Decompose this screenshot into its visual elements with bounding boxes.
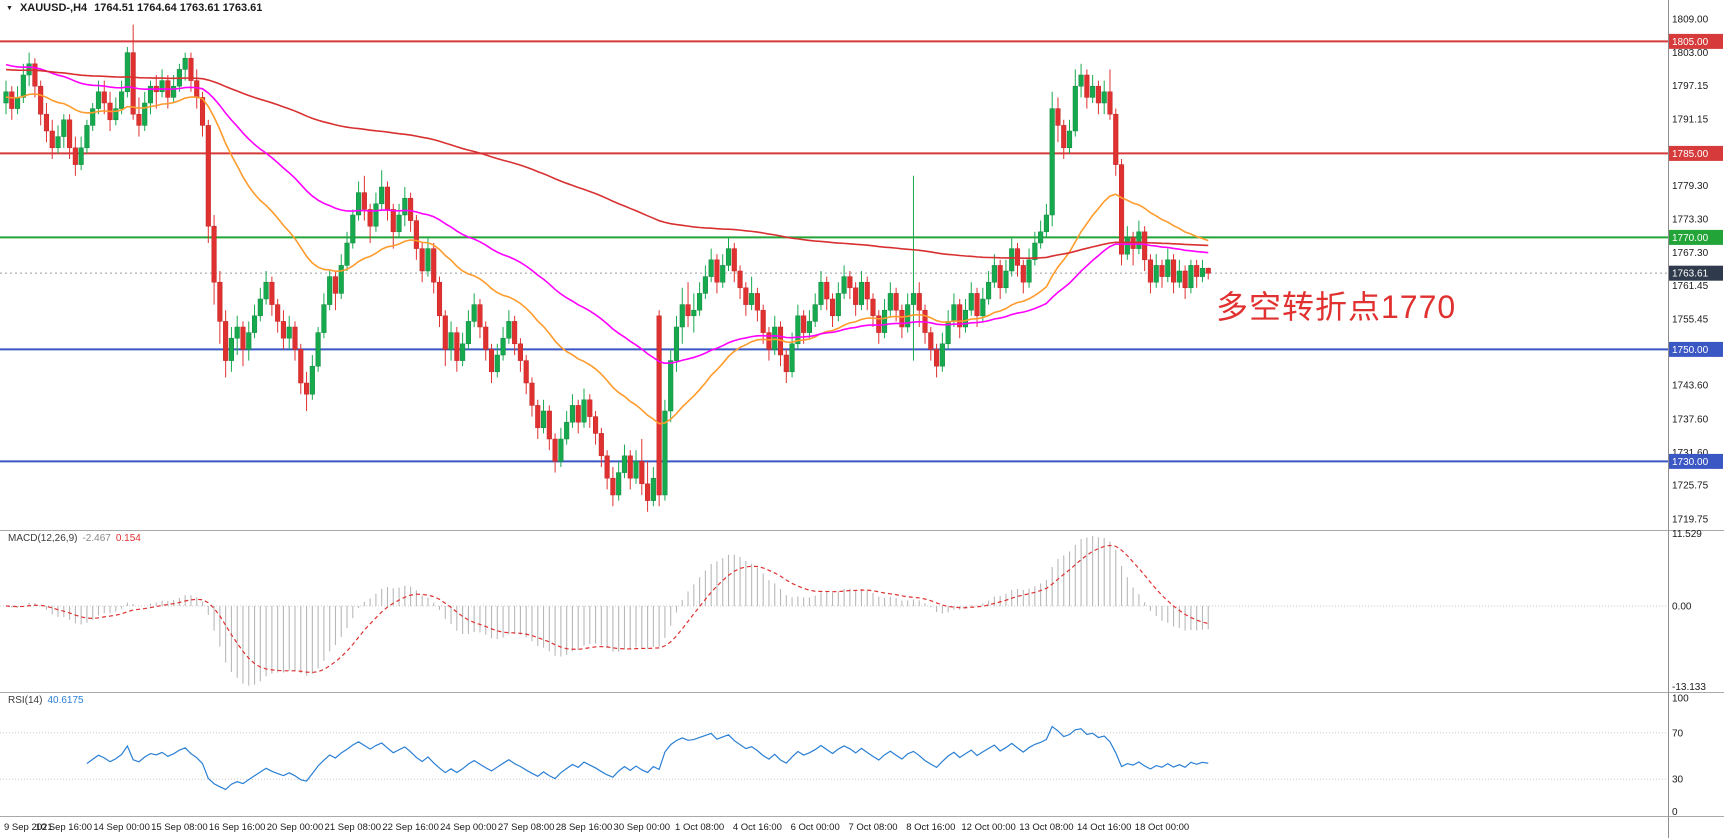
rsi-axis-label: 100 (1672, 694, 1689, 705)
price-badge (1669, 229, 1723, 245)
macd-signal-value: 0.154 (115, 533, 141, 544)
time-label: 12 Oct 00:00 (961, 822, 1015, 833)
macd-axis-label: 11.529 (1672, 529, 1702, 540)
chart-text-annotation: 多空转折点1770 (1216, 289, 1457, 325)
rsi-axis-label: 70 (1672, 728, 1684, 739)
rsi-panel: 100 70 30 0 (0, 694, 1689, 818)
time-label: 27 Sep 08:00 (498, 822, 555, 833)
time-label: 8 Oct 16:00 (906, 822, 955, 833)
price-tick-label: 1731.60 (1672, 448, 1709, 459)
price-tick-label: 1761.45 (1672, 281, 1709, 292)
price-level-lines[interactable] (0, 40, 1668, 463)
macd-value: -2.467 (82, 533, 111, 544)
price-badge (1669, 341, 1723, 357)
time-label: 18 Oct 00:00 (1135, 822, 1189, 833)
price-badge-label: 1750.00 (1672, 345, 1709, 356)
rsi-value: 40.6175 (47, 695, 84, 706)
chart-ohlc-readout: ▼ XAUUSD-,H4 1764.51 1764.64 1763.61 176… (6, 2, 262, 14)
time-label: 4 Oct 16:00 (733, 822, 782, 833)
price-tick-label: 1737.60 (1672, 414, 1709, 425)
time-label: 15 Sep 08:00 (151, 822, 208, 833)
price-tick-label: 1743.60 (1672, 381, 1709, 392)
rsi-name: RSI(14) (8, 695, 43, 706)
time-label: 20 Sep 00:00 (267, 822, 324, 833)
time-label: 16 Sep 16:00 (209, 822, 266, 833)
time-label: 28 Sep 16:00 (556, 822, 613, 833)
chart-dropdown-icon[interactable]: ▼ (6, 4, 13, 12)
price-tick-label: 1779.30 (1672, 181, 1709, 192)
rsi-indicator-label: RSI(14) 40.6175 (8, 695, 84, 706)
ma-line-fast-orange (5, 93, 1209, 425)
price-tick-label: 1797.15 (1672, 81, 1709, 92)
price-badge-label: 1730.00 (1672, 457, 1709, 468)
price-badge-label: 1770.00 (1672, 233, 1709, 244)
price-badge-label: 1805.00 (1672, 37, 1709, 48)
macd-signal-line (5, 544, 1209, 674)
macd-axis-label: -13.133 (1672, 682, 1706, 693)
time-label: 30 Sep 00:00 (614, 822, 671, 833)
price-tick-label: 1791.15 (1672, 114, 1709, 125)
time-label: 1 Oct 08:00 (675, 822, 724, 833)
macd-panel: 11.529 0.00 -13.133 (0, 529, 1706, 693)
price-axis: 1809.001803.001797.151791.151785.301779.… (1669, 15, 1723, 525)
time-label: 14 Oct 16:00 (1077, 822, 1131, 833)
price-badge (1669, 265, 1723, 281)
moving-average-lines (5, 63, 1209, 425)
price-tick-label: 1773.30 (1672, 214, 1709, 225)
price-badge-label: 1785.00 (1672, 149, 1709, 160)
rsi-axis-label: 30 (1672, 775, 1684, 786)
time-label: 24 Sep 00:00 (440, 822, 497, 833)
price-badge (1669, 453, 1723, 469)
ohlc-values: 1764.51 1764.64 1763.61 1763.61 (94, 2, 263, 14)
ma-line-mid-magenta (5, 63, 1209, 364)
candlestick-series (3, 24, 1211, 512)
time-label: 21 Sep 08:00 (325, 822, 382, 833)
macd-indicator-label: MACD(12,26,9) -2.467 0.154 (8, 533, 141, 544)
price-tick-label: 1719.75 (1672, 514, 1709, 525)
price-badge-label: 1763.61 (1672, 269, 1709, 280)
time-label: 6 Oct 00:00 (791, 822, 840, 833)
rsi-line (86, 725, 1209, 791)
time-label: 9 Sep 2021 (4, 822, 53, 833)
time-label: 13 Oct 08:00 (1019, 822, 1073, 833)
price-tick-label: 1803.00 (1672, 48, 1709, 59)
time-label: 14 Sep 00:00 (93, 822, 150, 833)
time-label: 10 Sep 16:00 (36, 822, 93, 833)
macd-axis-label: 0.00 (1672, 602, 1692, 613)
price-tick-label: 1767.30 (1672, 248, 1709, 259)
symbol-timeframe-label: XAUUSD-,H4 (19, 2, 88, 14)
price-badge (1669, 145, 1723, 161)
macd-name: MACD(12,26,9) (8, 533, 78, 544)
ma-line-slow-red (5, 68, 1209, 259)
price-tick-label: 1725.75 (1672, 481, 1709, 492)
price-tick-label: 1755.45 (1672, 314, 1709, 325)
price-badge (1669, 33, 1723, 49)
price-tick-label: 1809.00 (1672, 15, 1709, 26)
time-label: 7 Oct 08:00 (848, 822, 897, 833)
time-label: 22 Sep 16:00 (382, 822, 439, 833)
rsi-axis-label: 0 (1672, 807, 1678, 818)
